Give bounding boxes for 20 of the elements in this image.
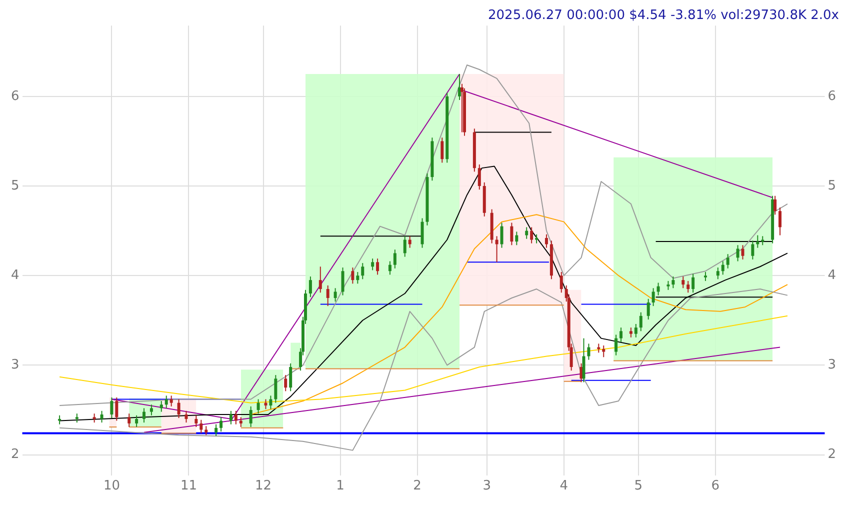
x-tick-label: 5 [634, 478, 643, 494]
y-tick-label: 2 [10, 447, 20, 462]
y2-tick-label: 4 [828, 268, 836, 283]
x-tick-label: 10 [103, 478, 120, 494]
y2-tick-label: 3 [828, 358, 836, 373]
y-tick-label: 3 [10, 358, 20, 373]
x-tick-label: 11 [180, 478, 197, 494]
y2-tick-label: 2 [828, 447, 836, 462]
x-tick-label: 4 [560, 478, 568, 494]
x-tick-label: 2 [413, 478, 422, 494]
y-tick-label: 4 [10, 268, 20, 283]
x-tick-label: 6 [711, 478, 720, 494]
y2-tick-label: 5 [828, 178, 836, 194]
x-tick-label: 1 [336, 478, 344, 494]
y2-tick-label: 6 [828, 88, 836, 104]
x-tick-label: 12 [254, 478, 272, 494]
y-tick-label: 5 [10, 178, 20, 194]
chart-title: 2025.06.27 00:00:00 $4.54 -3.81% vol:29730.8K 2.0x [488, 8, 840, 24]
y-tick-label: 6 [10, 88, 20, 104]
x-tick-label: 3 [482, 478, 491, 494]
